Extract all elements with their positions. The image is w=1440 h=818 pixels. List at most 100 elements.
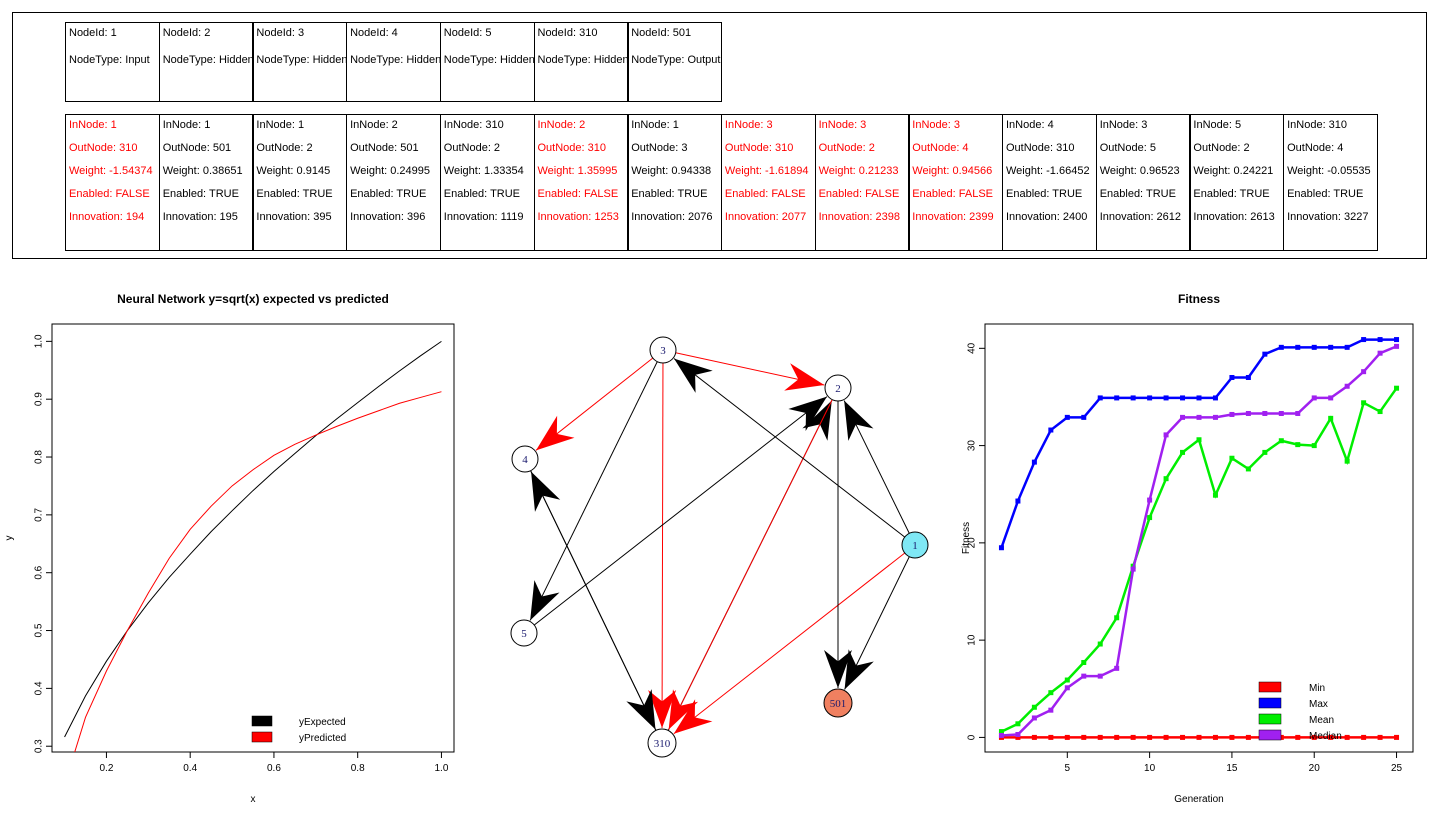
data-point (1328, 734, 1334, 740)
y-tick-label: 0.9 (34, 392, 45, 406)
edge-arrowhead (535, 415, 575, 451)
connection-gene-box: InNode: 2 OutNode: 310 Weight: 1.35995 Enab… (533, 114, 629, 251)
data-point (1180, 734, 1186, 740)
edge-arrowhead (673, 699, 713, 734)
gene-innovation: Innovation: 1253 (537, 211, 619, 223)
gene-innovation: Innovation: 194 (69, 211, 145, 223)
y-tick-label: 0.7 (34, 507, 45, 521)
gene-in-node: InNode: 1 (69, 119, 117, 131)
data-point (1295, 442, 1301, 448)
gene-out-node: OutNode: 4 (912, 142, 969, 154)
gene-in-node: InNode: 1 (162, 119, 211, 131)
x-axis-label: x (251, 794, 256, 805)
data-point (1377, 350, 1383, 356)
data-point (1015, 498, 1021, 504)
gene-enabled: Enabled: TRUE (631, 188, 708, 200)
y-tick-label: 0.4 (34, 681, 45, 695)
data-point (1311, 395, 1317, 401)
node-type: NodeType: Hidden (350, 54, 442, 66)
connection-gene-box: InNode: 2 OutNode: 501 Weight: 0.24995 Enab… (346, 114, 442, 251)
data-point (1015, 731, 1021, 737)
data-point (1147, 515, 1153, 521)
y-tick-label: 10 (967, 634, 978, 646)
node-id: NodeId: 501 (631, 27, 692, 39)
node-type: NodeType: Hidden (162, 54, 254, 66)
x-axis-label: Generation (1174, 794, 1223, 805)
edge-arrowhead (674, 358, 713, 393)
gene-enabled: Enabled: TRUE (443, 188, 521, 200)
edge-arrowhead (802, 400, 832, 441)
gene-innovation: Innovation: 2398 (818, 211, 900, 223)
data-point (1344, 458, 1350, 464)
data-point (1245, 410, 1251, 416)
edge-line (530, 471, 663, 744)
data-point (1328, 344, 1334, 350)
connection-gene-box: InNode: 310 OutNode: 2 Weight: 1.33354 Enab… (439, 114, 535, 251)
node-gene-box: NodeId: 310 NodeType: Hidden (533, 22, 629, 102)
edge-arrowhead (626, 689, 656, 730)
chart-title: Neural Network y=sqrt(x) expected vs pre… (117, 292, 389, 306)
node-id: NodeId: 2 (162, 27, 211, 39)
series-line (64, 340, 442, 738)
gene-innovation: Innovation: 195 (162, 211, 238, 223)
data-point (1311, 443, 1317, 449)
gene-weight: Weight: 0.94566 (912, 165, 993, 177)
legend-label: Max (1309, 699, 1328, 710)
gene-enabled: Enabled: TRUE (1006, 188, 1083, 200)
x-tick-label: 15 (1226, 763, 1238, 774)
data-point (1344, 344, 1350, 350)
data-point (1163, 476, 1169, 482)
data-point (1114, 665, 1120, 671)
gene-in-node: InNode: 5 (1193, 119, 1242, 131)
data-point (1344, 383, 1350, 389)
connection-gene-box: InNode: 1 OutNode: 2 Weight: 0.9145 Enabled… (252, 114, 348, 251)
connection-gene-box: InNode: 3 OutNode: 310 Weight: -1.61894 Ena… (720, 114, 816, 251)
data-point (1262, 449, 1268, 455)
data-point (1361, 734, 1367, 740)
node-type: NodeType: Output (631, 54, 721, 66)
gene-out-node: OutNode: 501 (162, 142, 232, 154)
x-tick-label: 25 (1391, 763, 1403, 774)
data-point (1295, 344, 1301, 350)
data-point (1180, 449, 1186, 455)
edge-line (523, 396, 828, 634)
y-tick-label: 0.8 (34, 450, 45, 464)
x-tick-label: 10 (1144, 763, 1156, 774)
fit-plot: Neural Network y=sqrt(x) expected vs pre… (4, 292, 455, 805)
legend-swatch (1258, 681, 1282, 693)
gene-in-node: InNode: 1 (256, 119, 305, 131)
graph-node-label: 1 (912, 540, 918, 552)
gene-in-node: InNode: 2 (537, 119, 586, 131)
graph-node-label: 310 (654, 738, 671, 750)
edge-line (673, 544, 916, 735)
node-gene-box: NodeId: 5 NodeType: Hidden (439, 22, 535, 102)
edge-arrowhead (844, 400, 874, 441)
gene-weight: Weight: 0.38651 (162, 165, 243, 177)
gene-weight: Weight: 0.24221 (1193, 165, 1274, 177)
node-id: NodeId: 5 (443, 27, 492, 39)
graph-node-label: 4 (522, 454, 528, 466)
data-point (1361, 369, 1367, 375)
gene-weight: Weight: 1.35995 (537, 165, 618, 177)
gene-out-node: OutNode: 3 (631, 142, 688, 154)
y-tick-label: 30 (967, 440, 978, 452)
legend-swatch (251, 731, 273, 743)
connection-gene-box: InNode: 1 OutNode: 310 Weight: -1.54374 Ena… (65, 114, 160, 251)
data-point (1081, 673, 1087, 679)
y-tick-label: 0.3 (34, 739, 45, 753)
gene-out-node: OutNode: 4 (1287, 142, 1344, 154)
fitness-plot: Fitness 5 10 15 20 25 0 10 20 30 40 Generation Fitne… (961, 292, 1414, 805)
data-point (1394, 734, 1400, 740)
graph-node-label: 3 (660, 345, 666, 357)
graph-node (901, 531, 929, 559)
edge-line (843, 400, 916, 546)
node-id: NodeId: 3 (256, 27, 305, 39)
data-point (1245, 375, 1251, 380)
graph-node (824, 374, 852, 402)
gene-weight: Weight: -1.61894 (724, 165, 809, 177)
gene-out-node: OutNode: 2 (1193, 142, 1250, 154)
data-point (1196, 395, 1202, 401)
graph-node (511, 445, 539, 473)
data-point (1328, 415, 1334, 421)
node-gene-box: NodeId: 3 NodeType: Hidden (252, 22, 348, 102)
